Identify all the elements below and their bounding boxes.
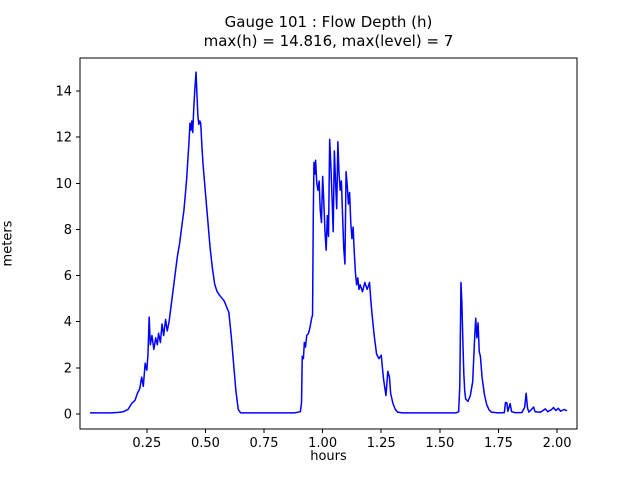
y-tick-label: 4 <box>64 315 72 330</box>
x-tick-label: 0.75 <box>250 436 279 451</box>
chart-title: Gauge 101 : Flow Depth (h) <box>224 13 433 31</box>
x-tick-label: 1.50 <box>425 436 454 451</box>
y-tick-label: 0 <box>64 408 72 423</box>
y-tick-label: 10 <box>55 177 72 192</box>
x-tick-label: 1.00 <box>308 436 337 451</box>
axes-spines <box>79 57 578 430</box>
x-tick-label: 0.50 <box>191 436 220 451</box>
chart-subtitle: max(h) = 14.816, max(level) = 7 <box>203 32 454 50</box>
x-tick-label: 0.25 <box>132 436 161 451</box>
x-tick-label: 1.25 <box>367 436 396 451</box>
y-tick-label: 12 <box>55 131 72 146</box>
x-axis-label: hours <box>310 449 347 464</box>
y-tick-label: 14 <box>55 84 72 99</box>
flow-depth-line <box>89 71 568 414</box>
y-tick-label: 6 <box>64 269 72 284</box>
x-tick-label: 2.00 <box>543 436 572 451</box>
y-tick-label: 2 <box>64 361 72 376</box>
y-tick-label: 8 <box>64 223 72 238</box>
x-tick-label: 1.75 <box>484 436 513 451</box>
